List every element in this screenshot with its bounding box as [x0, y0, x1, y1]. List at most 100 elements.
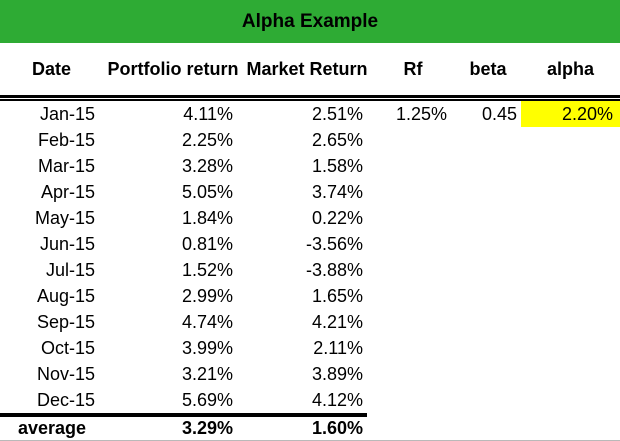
cell-portfolio-return: 1.52%: [181, 260, 233, 280]
cell-rf: [371, 127, 455, 153]
header-separator-double-line: [0, 95, 620, 101]
cell-portfolio-return: 3.21%: [181, 364, 233, 384]
cell-date: Dec-15: [36, 390, 95, 410]
cell-date: Jul-15: [45, 260, 95, 280]
average-beta: [455, 417, 521, 440]
cell-beta: [455, 127, 521, 153]
cell-alpha: [521, 153, 620, 179]
cell-date: Jan-15: [39, 104, 95, 124]
average-alpha: [521, 417, 620, 440]
cell-rf: [371, 205, 455, 231]
page-title: Alpha Example: [241, 10, 379, 32]
average-rf: [371, 417, 455, 440]
cell-beta: [455, 205, 521, 231]
cell-alpha: [521, 309, 620, 335]
cell-portfolio-return: 2.25%: [181, 130, 233, 150]
cell-alpha: [521, 127, 620, 153]
cell-rf: [371, 153, 455, 179]
col-header-alpha: alpha: [546, 58, 594, 79]
cell-market-return: 3.89%: [311, 364, 363, 384]
cell-beta: [455, 283, 521, 309]
table-row: Jun-15 0.81% -3.56%: [0, 231, 620, 257]
cell-date: Feb-15: [37, 130, 95, 150]
cell-market-return: 1.58%: [311, 156, 363, 176]
cell-date: Mar-15: [37, 156, 95, 176]
cell-market-return: 2.11%: [313, 338, 363, 358]
table-body: Jan-15 4.11% 2.51% 1.25% 0.45 2.20% Feb-…: [0, 101, 620, 413]
cell-date: May-15: [34, 208, 95, 228]
cell-date: Aug-15: [36, 286, 95, 306]
cell-beta: [455, 387, 521, 413]
cell-beta: [455, 153, 521, 179]
title-bar: Alpha Example: [0, 0, 620, 43]
average-label: average: [18, 418, 87, 438]
cell-rf: [371, 361, 455, 387]
average-portfolio-return: 3.29%: [181, 418, 233, 438]
cell-portfolio-return: 3.99%: [181, 338, 233, 358]
cell-portfolio-return: 5.69%: [181, 390, 233, 410]
cell-alpha: [521, 257, 620, 283]
cell-beta: [455, 309, 521, 335]
average-row: average 3.29% 1.60%: [0, 417, 620, 441]
cell-beta: [455, 257, 521, 283]
table-row: Nov-15 3.21% 3.89%: [0, 361, 620, 387]
cell-market-return: 4.12%: [311, 390, 363, 410]
cell-rf: 1.25%: [395, 104, 447, 124]
cell-beta: [455, 335, 521, 361]
cell-alpha-highlighted: 2.20%: [521, 101, 620, 127]
cell-rf: [371, 387, 455, 413]
table-row: Jan-15 4.11% 2.51% 1.25% 0.45 2.20%: [0, 101, 620, 127]
table-row: Apr-15 5.05% 3.74%: [0, 179, 620, 205]
cell-market-return: 2.65%: [311, 130, 363, 150]
cell-market-return: 1.65%: [311, 286, 363, 306]
col-header-date: Date: [31, 58, 71, 79]
cell-alpha: [521, 387, 620, 413]
cell-beta: [455, 231, 521, 257]
cell-portfolio-return: 2.99%: [181, 286, 233, 306]
table-row: Jul-15 1.52% -3.88%: [0, 257, 620, 283]
cell-market-return: 4.21%: [311, 312, 363, 332]
cell-portfolio-return: 4.11%: [183, 104, 233, 124]
table-row: Oct-15 3.99% 2.11%: [0, 335, 620, 361]
cell-date: Sep-15: [36, 312, 95, 332]
cell-date: Nov-15: [36, 364, 95, 384]
cell-portfolio-return: 0.81%: [181, 234, 233, 254]
table-row: Mar-15 3.28% 1.58%: [0, 153, 620, 179]
cell-alpha: [521, 205, 620, 231]
cell-market-return: 3.74%: [311, 182, 363, 202]
cell-date: Apr-15: [40, 182, 95, 202]
cell-portfolio-return: 5.05%: [181, 182, 233, 202]
cell-portfolio-return: 3.28%: [181, 156, 233, 176]
cell-rf: [371, 179, 455, 205]
cell-rf: [371, 283, 455, 309]
header-row: Date Portfolio return Market Return Rf b…: [0, 43, 620, 95]
col-header-beta: beta: [469, 58, 507, 79]
cell-alpha: [521, 283, 620, 309]
cell-market-return: -3.56%: [305, 234, 363, 254]
col-header-market-return: Market Return: [246, 58, 368, 79]
cell-alpha: [521, 335, 620, 361]
cell-portfolio-return: 4.74%: [181, 312, 233, 332]
cell-date: Jun-15: [39, 234, 95, 254]
cell-rf: [371, 257, 455, 283]
cell-rf: [371, 309, 455, 335]
cell-rf: [371, 231, 455, 257]
cell-date: Oct-15: [40, 338, 95, 358]
cell-alpha: [521, 361, 620, 387]
cell-market-return: 2.51%: [311, 104, 363, 124]
table-row: Aug-15 2.99% 1.65%: [0, 283, 620, 309]
cell-alpha: [521, 231, 620, 257]
average-market-return: 1.60%: [311, 418, 363, 438]
table-row: Dec-15 5.69% 4.12%: [0, 387, 620, 413]
average-separator-line: [0, 413, 367, 417]
table-row: May-15 1.84% 0.22%: [0, 205, 620, 231]
cell-market-return: 0.22%: [311, 208, 363, 228]
cell-portfolio-return: 1.84%: [181, 208, 233, 228]
col-header-portfolio-return: Portfolio return: [107, 58, 239, 79]
cell-market-return: -3.88%: [305, 260, 363, 280]
cell-beta: [455, 361, 521, 387]
table-row: Feb-15 2.25% 2.65%: [0, 127, 620, 153]
col-header-rf: Rf: [403, 58, 423, 79]
cell-alpha: [521, 179, 620, 205]
